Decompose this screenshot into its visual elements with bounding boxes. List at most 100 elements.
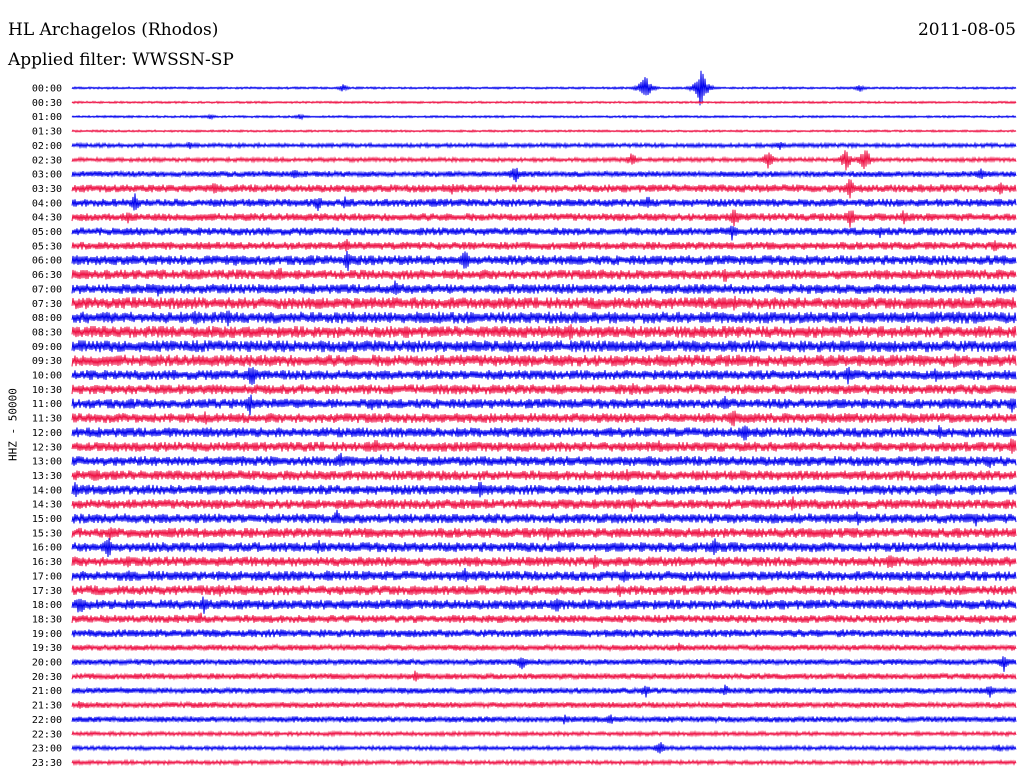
row-label: 09:30 [32, 356, 62, 367]
trace-line [71, 714, 1017, 725]
trace-line [71, 584, 1017, 598]
trace-line [71, 742, 1017, 754]
trace-line [71, 670, 1017, 682]
trace-line [71, 509, 1017, 527]
trace-line [71, 410, 1017, 427]
row-label: 15:00 [32, 514, 62, 525]
trace-line [71, 438, 1017, 454]
trace-line [71, 612, 1017, 625]
trace-line [71, 167, 1017, 183]
row-label: 04:30 [32, 213, 62, 224]
trace-line [71, 554, 1017, 569]
row-label: 01:00 [32, 112, 62, 123]
row-label: 11:30 [32, 414, 62, 425]
trace-line [71, 596, 1017, 614]
row-label: 19:00 [32, 629, 62, 640]
trace-line [71, 340, 1017, 353]
row-label: 23:00 [32, 744, 62, 755]
row-label: 22:00 [32, 715, 62, 726]
row-label: 03:30 [32, 184, 62, 195]
trace-line [71, 452, 1017, 469]
row-label: 14:00 [32, 485, 62, 496]
trace-line [71, 295, 1017, 311]
row-label: 15:30 [32, 528, 62, 539]
trace-line [71, 383, 1017, 395]
trace-line [71, 729, 1017, 738]
trace-line [71, 629, 1017, 638]
row-label: 21:00 [32, 686, 62, 697]
row-label: 12:30 [32, 442, 62, 453]
row-label: 21:30 [32, 701, 62, 712]
trace-line [71, 656, 1017, 672]
row-label: 08:30 [32, 327, 62, 338]
row-label: 07:30 [32, 299, 62, 310]
row-label: 22:30 [32, 729, 62, 740]
trace-line [71, 250, 1017, 272]
row-label: 06:00 [32, 256, 62, 267]
row-label: 11:00 [32, 399, 62, 410]
row-label: 05:00 [32, 227, 62, 238]
trace-line [71, 684, 1017, 698]
row-label: 17:30 [32, 586, 62, 597]
trace-line [71, 193, 1017, 212]
row-label: 16:30 [32, 557, 62, 568]
trace-line [71, 324, 1017, 340]
trace-line [71, 100, 1017, 105]
trace-line [71, 310, 1017, 327]
row-label: 09:00 [32, 342, 62, 353]
trace-line [71, 469, 1017, 482]
row-label: 16:00 [32, 543, 62, 554]
row-label: 08:00 [32, 313, 62, 324]
row-label: 03:00 [32, 170, 62, 181]
row-label: 20:30 [32, 672, 62, 683]
trace-line [71, 700, 1017, 710]
filter-label: Applied filter: WWSSN-SP [8, 50, 234, 70]
row-label: 17:00 [32, 571, 62, 582]
trace-line [71, 179, 1017, 199]
row-label: 12:00 [32, 428, 62, 439]
trace-line [71, 642, 1017, 653]
trace-line [71, 353, 1017, 368]
trace-line [71, 150, 1017, 171]
trace-line [71, 280, 1017, 297]
trace-line [71, 527, 1017, 541]
row-label: 00:00 [32, 84, 62, 95]
trace-line [71, 481, 1017, 498]
trace-line [71, 267, 1017, 282]
trace-line [71, 113, 1017, 121]
row-label: 14:30 [32, 500, 62, 511]
row-label: 00:30 [32, 98, 62, 109]
trace-line [71, 394, 1017, 416]
row-label: 02:00 [32, 141, 62, 152]
trace-line [71, 141, 1017, 150]
trace-line [71, 70, 1017, 106]
trace-line [71, 496, 1017, 512]
row-label: 18:30 [32, 614, 62, 625]
trace-line [71, 758, 1017, 767]
date-label: 2011-08-05 [917, 20, 1016, 40]
row-label: 05:30 [32, 241, 62, 252]
trace-line [71, 425, 1017, 441]
row-label: 04:00 [32, 198, 62, 209]
station-title: HL Archagelos (Rhodos) [8, 20, 219, 40]
trace-line [71, 538, 1017, 558]
trace-line [71, 366, 1017, 385]
row-label: 13:00 [32, 457, 62, 468]
row-label: 02:30 [32, 155, 62, 166]
row-label: 18:00 [32, 600, 62, 611]
row-label: 10:30 [32, 385, 62, 396]
row-label: 01:30 [32, 127, 62, 138]
row-label: 19:30 [32, 643, 62, 654]
row-label: 13:30 [32, 471, 62, 482]
trace-line [71, 225, 1017, 241]
row-label: 07:00 [32, 284, 62, 295]
trace-line [71, 238, 1017, 252]
trace-line [71, 209, 1017, 228]
row-label: 23:30 [32, 758, 62, 769]
trace-line [71, 567, 1017, 583]
row-label: 20:00 [32, 658, 62, 669]
row-label: 10:00 [32, 371, 62, 382]
trace-line [71, 129, 1017, 134]
row-label: 06:30 [32, 270, 62, 281]
